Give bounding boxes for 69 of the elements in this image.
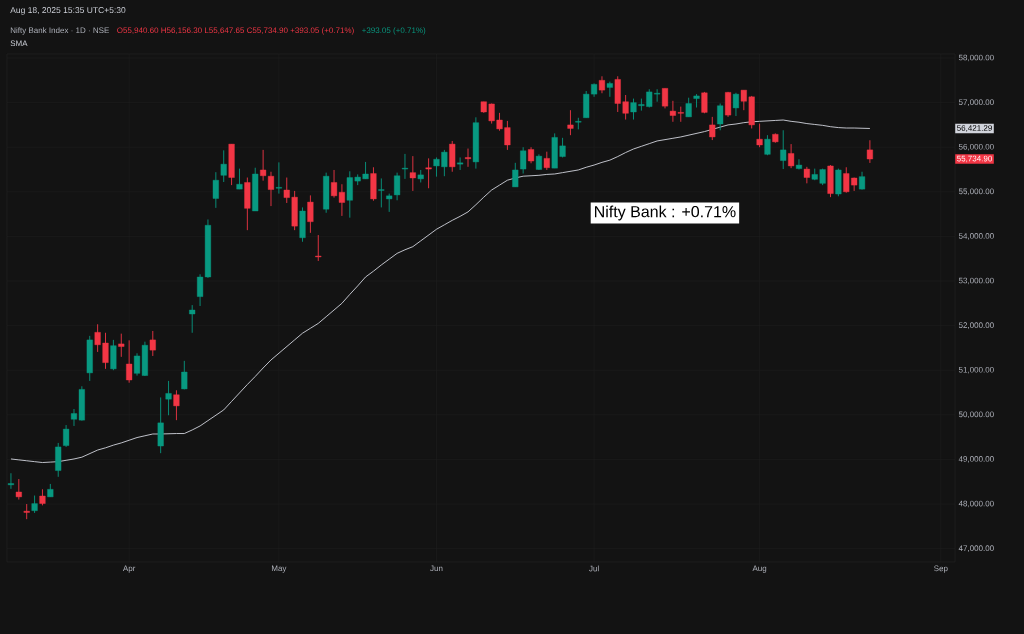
candlestick [543, 151, 550, 171]
candlestick [315, 234, 322, 262]
y-tick-label: 48,000.00 [958, 500, 994, 508]
text: 56,421.29 [957, 125, 992, 132]
candlestick [378, 177, 385, 208]
candlestick [236, 168, 243, 190]
text: Aug 18, 2025 15:35 UTC+5:30 [10, 7, 126, 15]
candlestick [260, 149, 267, 182]
candlestick [866, 139, 873, 164]
candlestick [23, 503, 30, 520]
candlestick [157, 396, 164, 454]
candlestick [189, 304, 196, 334]
text: 55,734.90 [957, 155, 992, 163]
candlestick [126, 339, 133, 384]
chart-subtitle: O55,940.60 H56,156.30 L55,647.65 C55,734.90 +393.05 (+0.71%) [117, 27, 354, 35]
candlestick [685, 97, 692, 118]
y-tick-label: 47,000.00 [958, 545, 994, 552]
y-tick-label: 56,000.00 [958, 143, 994, 151]
text: SMA [10, 40, 28, 47]
candlestick [661, 87, 669, 109]
candlestick [212, 171, 219, 209]
candlestick [409, 155, 416, 192]
y-tick-label: 57,000.00 [958, 99, 994, 106]
candlestick [307, 194, 314, 234]
candlestick [165, 380, 172, 416]
x-tick-label: Jul [589, 565, 599, 572]
candlestick [780, 129, 787, 170]
x-tick-label: Sep [934, 565, 948, 573]
text: +393.05 (+0.71%) [362, 27, 426, 35]
y-tick-label: 51,000.00 [958, 366, 994, 374]
x-tick-label: May [271, 565, 287, 573]
candlestick [717, 103, 724, 131]
candlestick [181, 360, 188, 390]
candlestick [788, 143, 795, 169]
candlestick [55, 442, 62, 478]
y-tick-label: 54,000.00 [958, 233, 994, 240]
x-tick-label: Apr [122, 565, 136, 573]
y-tick-label: 55,000.00 [958, 188, 994, 196]
chart-title: Nifty Bank Index · 1D · NSE [10, 27, 109, 35]
candlestick [575, 117, 582, 130]
candlestick [275, 161, 282, 195]
candlestick [709, 116, 716, 141]
candlestick [149, 330, 156, 357]
candlestick [118, 333, 125, 358]
x-tick-label: Jun [430, 565, 443, 572]
candlestick [7, 472, 14, 490]
candlestick [15, 478, 22, 501]
y-tick-label: 53,000.00 [958, 277, 994, 285]
y-tick-label: 52,000.00 [958, 322, 994, 329]
candlestick [725, 91, 732, 118]
y-tick-label: 49,000.00 [958, 456, 994, 463]
candlestick [425, 157, 432, 189]
annotation: Nifty Bank : +0.71% [595, 205, 736, 221]
candlestick [220, 149, 227, 183]
y-tick-label: 58,000.00 [958, 54, 994, 62]
candlestick [63, 424, 70, 448]
candlestick [110, 339, 117, 371]
candlestick [567, 109, 574, 136]
candlestick [464, 148, 472, 168]
candlestick [449, 140, 456, 173]
x-tick-label: Aug [752, 565, 767, 573]
y-tick-label: 50,000.00 [958, 411, 994, 419]
candlestick [457, 157, 464, 171]
candlestick [401, 153, 408, 180]
candlestick [606, 81, 613, 98]
candlestick [756, 123, 763, 148]
candlestick [267, 171, 275, 207]
candlestick [795, 158, 803, 170]
candlestick [173, 389, 180, 421]
